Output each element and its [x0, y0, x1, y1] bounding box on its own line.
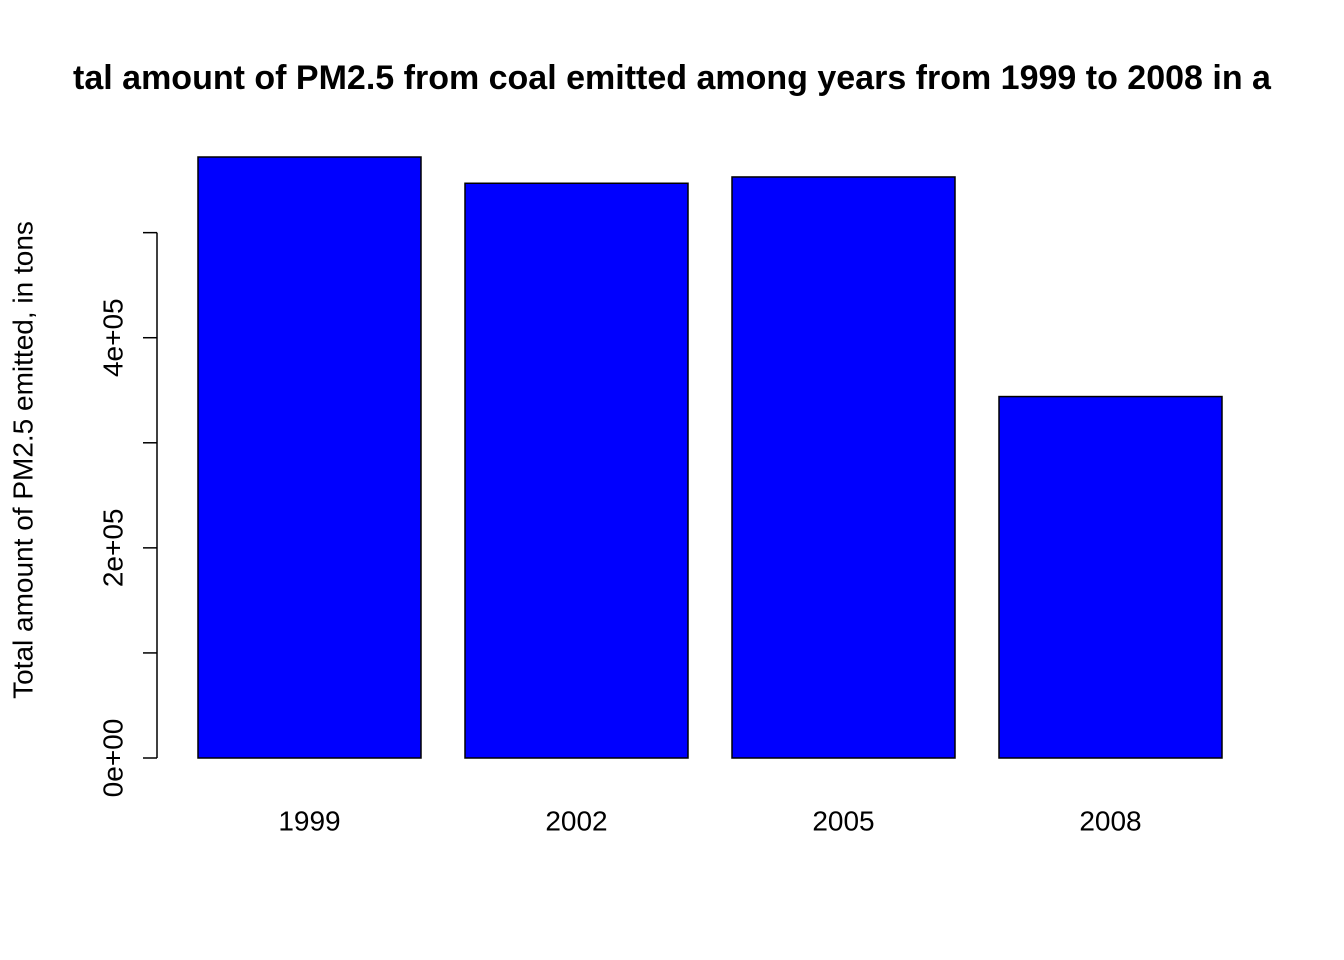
- x-tick-label: 1999: [278, 805, 340, 836]
- x-tick-label: 2005: [812, 805, 874, 836]
- x-tick-label: 2008: [1079, 805, 1141, 836]
- bar: [197, 156, 422, 759]
- bar: [731, 176, 956, 759]
- y-tick-label: 4e+05: [97, 298, 128, 377]
- chart-title: tal amount of PM2.5 from coal emitted am…: [73, 59, 1272, 97]
- y-axis-label: Total amount of PM2.5 emitted, in tons: [7, 221, 38, 699]
- bar: [464, 182, 689, 759]
- y-tick-label: 2e+05: [97, 509, 128, 588]
- bar: [998, 395, 1223, 759]
- x-tick-label: 2002: [545, 805, 607, 836]
- y-tick-label: 0e+00: [97, 719, 128, 798]
